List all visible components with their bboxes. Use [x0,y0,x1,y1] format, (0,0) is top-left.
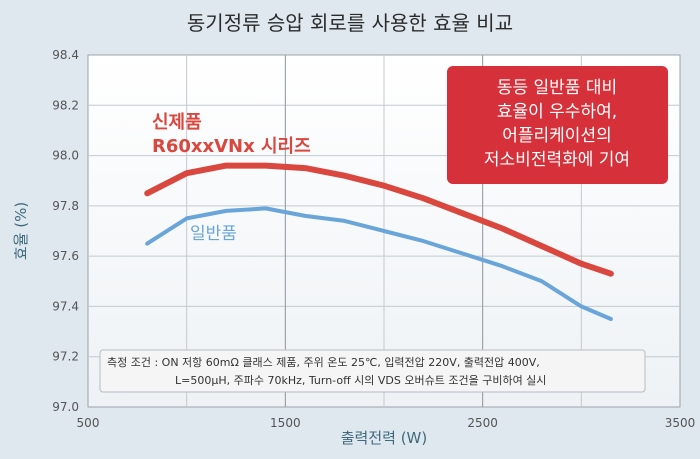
callout-text: 어플리케이션의 [502,126,611,146]
series-label-new-product: 신제품 [152,112,202,133]
callout-background [447,66,668,184]
y-tick-label: 98.0 [52,149,79,163]
callout-text: 효율이 우수하여, [497,102,617,122]
y-axis-ticks: 97.0 97.2 97.4 97.6 97.8 98.0 98.2 98.4 [52,48,79,414]
x-tick-label: 3500 [665,416,696,430]
series-line-new-product [144,162,614,277]
measurement-note: 측정 조건 : ON 저항 60mΩ 클래스 제품, 주위 온도 25℃, 입력… [99,349,646,393]
chart-title: 동기정류 승압 회로를 사용한 효율 비교 [187,11,513,35]
y-tick-label: 97.8 [52,199,79,213]
series-layer [144,162,614,321]
callout-text: 저소비전력화에 기여 [484,150,630,170]
y-tick-label: 97.6 [52,249,79,263]
x-tick-label: 1500 [270,416,301,430]
series-line-general-product [145,206,613,321]
note-background [99,349,646,393]
x-tick-label: 500 [77,416,100,430]
y-tick-label: 97.0 [52,400,79,414]
note-text: L=500μH, 주파수 70kHz, Turn-off 시의 VDS 오버슈트… [175,373,546,387]
x-axis-ticks: 500 1500 2500 3500 [77,416,696,430]
callout-text: 동등 일반품 대비 [497,78,617,98]
series-label-general-product: 일반품 [190,224,237,244]
y-axis-label: 효율 (%) [12,202,30,260]
x-tick-label: 2500 [467,416,498,430]
y-tick-label: 98.4 [52,48,79,62]
y-tick-label: 97.2 [52,350,79,364]
note-text: 측정 조건 : ON 저항 60mΩ 클래스 제품, 주위 온도 25℃, 입력… [107,356,540,369]
series-label-new-product: R60xxVNx 시리즈 [152,136,311,157]
y-tick-label: 98.2 [52,98,79,112]
y-tick-label: 97.4 [52,299,79,313]
x-axis-label: 출력전력 (W) [341,429,428,447]
